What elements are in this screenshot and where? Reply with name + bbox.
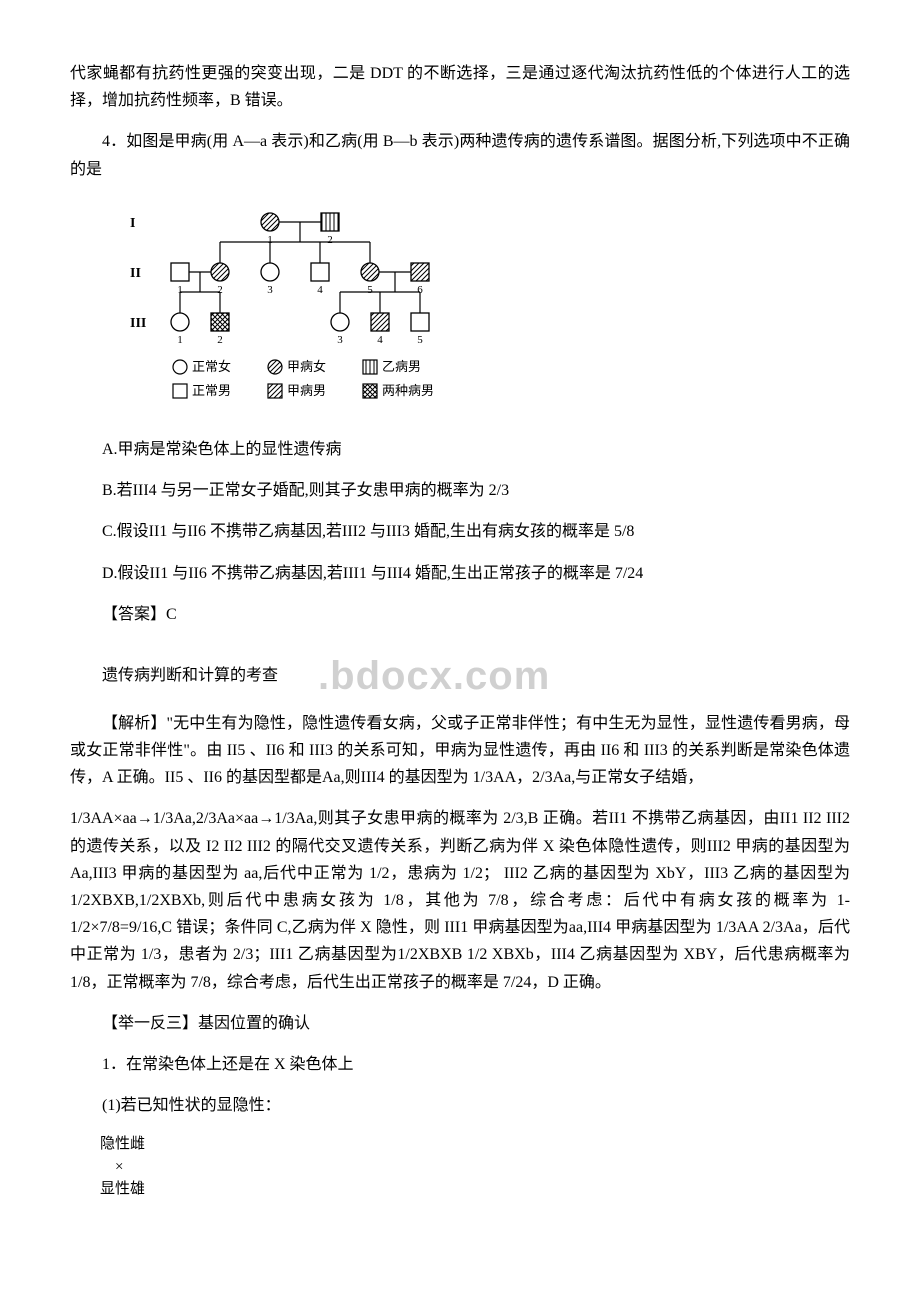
option-d: D.假设II1 与II6 不携带乙病基因,若III1 与III4 婚配,生出正常… bbox=[70, 560, 850, 587]
svg-text:5: 5 bbox=[417, 334, 423, 346]
option-c: C.假设II1 与II6 不携带乙病基因,若III2 与III3 婚配,生出有病… bbox=[70, 518, 850, 545]
svg-text:6: 6 bbox=[417, 284, 423, 296]
svg-text:5: 5 bbox=[367, 284, 373, 296]
svg-text:1: 1 bbox=[177, 334, 183, 346]
cross-line-3: 显性雄 bbox=[100, 1178, 850, 1201]
svg-text:2: 2 bbox=[217, 284, 223, 296]
svg-text:3: 3 bbox=[267, 284, 273, 296]
svg-text:4: 4 bbox=[317, 284, 323, 296]
answer-label: 【答案】C bbox=[70, 601, 850, 628]
prev-answer-continuation: 代家蝇都有抗药性更强的突变出现，二是 DDT 的不断选择，三是通过逐代淘汰抗药性… bbox=[70, 60, 850, 114]
extend-title: 【举一反三】基因位置的确认 bbox=[70, 1010, 850, 1037]
pedigree-svg: IIIIII1212345612345正常女甲病女乙病男正常男甲病男两种病男 bbox=[120, 197, 480, 417]
svg-text:正常女: 正常女 bbox=[192, 359, 231, 374]
analysis-para-1: 【解析】"无中生有为隐性，隐性遗传看女病，父或子正常非伴性；有中生无为显性，显性… bbox=[70, 710, 850, 792]
svg-text:甲病男: 甲病男 bbox=[287, 383, 326, 398]
svg-text:1: 1 bbox=[177, 284, 183, 296]
question-4-stem: 4．如图是甲病(用 A—a 表示)和乙病(用 B—b 表示)两种遗传病的遗传系谱… bbox=[70, 128, 850, 182]
cross-scheme: 隐性雌 × 显性雄 bbox=[100, 1133, 850, 1201]
svg-text:乙病男: 乙病男 bbox=[382, 359, 421, 374]
analysis-para-2: 1/3AA×aa→1/3Aa,2/3Aa×aa→1/3Aa,则其子女患甲病的概率… bbox=[70, 805, 850, 995]
svg-text:4: 4 bbox=[377, 334, 383, 346]
svg-text:2: 2 bbox=[217, 334, 223, 346]
svg-text:正常男: 正常男 bbox=[192, 383, 231, 398]
cross-line-2: × bbox=[100, 1156, 850, 1179]
svg-text:II: II bbox=[130, 266, 141, 281]
option-b: B.若III4 与另一正常女子婚配,则其子女患甲病的概率为 2/3 bbox=[70, 477, 850, 504]
svg-text:III: III bbox=[130, 316, 146, 331]
option-a: A.甲病是常染色体上的显性遗传病 bbox=[70, 436, 850, 463]
extend-point-1: 1．在常染色体上还是在 X 染色体上 bbox=[70, 1051, 850, 1078]
svg-text:两种病男: 两种病男 bbox=[382, 383, 434, 398]
svg-text:甲病女: 甲病女 bbox=[287, 359, 326, 374]
svg-text:I: I bbox=[130, 216, 135, 231]
cross-line-1: 隐性雌 bbox=[100, 1133, 850, 1156]
svg-text:3: 3 bbox=[337, 334, 343, 346]
extend-point-1-1: (1)若已知性状的显隐性： bbox=[70, 1092, 850, 1119]
svg-text:1: 1 bbox=[267, 234, 273, 246]
pedigree-diagram: IIIIII1212345612345正常女甲病女乙病男正常男甲病男两种病男 bbox=[120, 197, 850, 426]
topic-row: 遗传病判断和计算的考查 .bdocx.com bbox=[70, 642, 850, 710]
watermark-text: .bdocx.com bbox=[286, 642, 550, 710]
svg-text:2: 2 bbox=[327, 234, 333, 246]
topic-text: 遗传病判断和计算的考查 bbox=[70, 662, 278, 689]
